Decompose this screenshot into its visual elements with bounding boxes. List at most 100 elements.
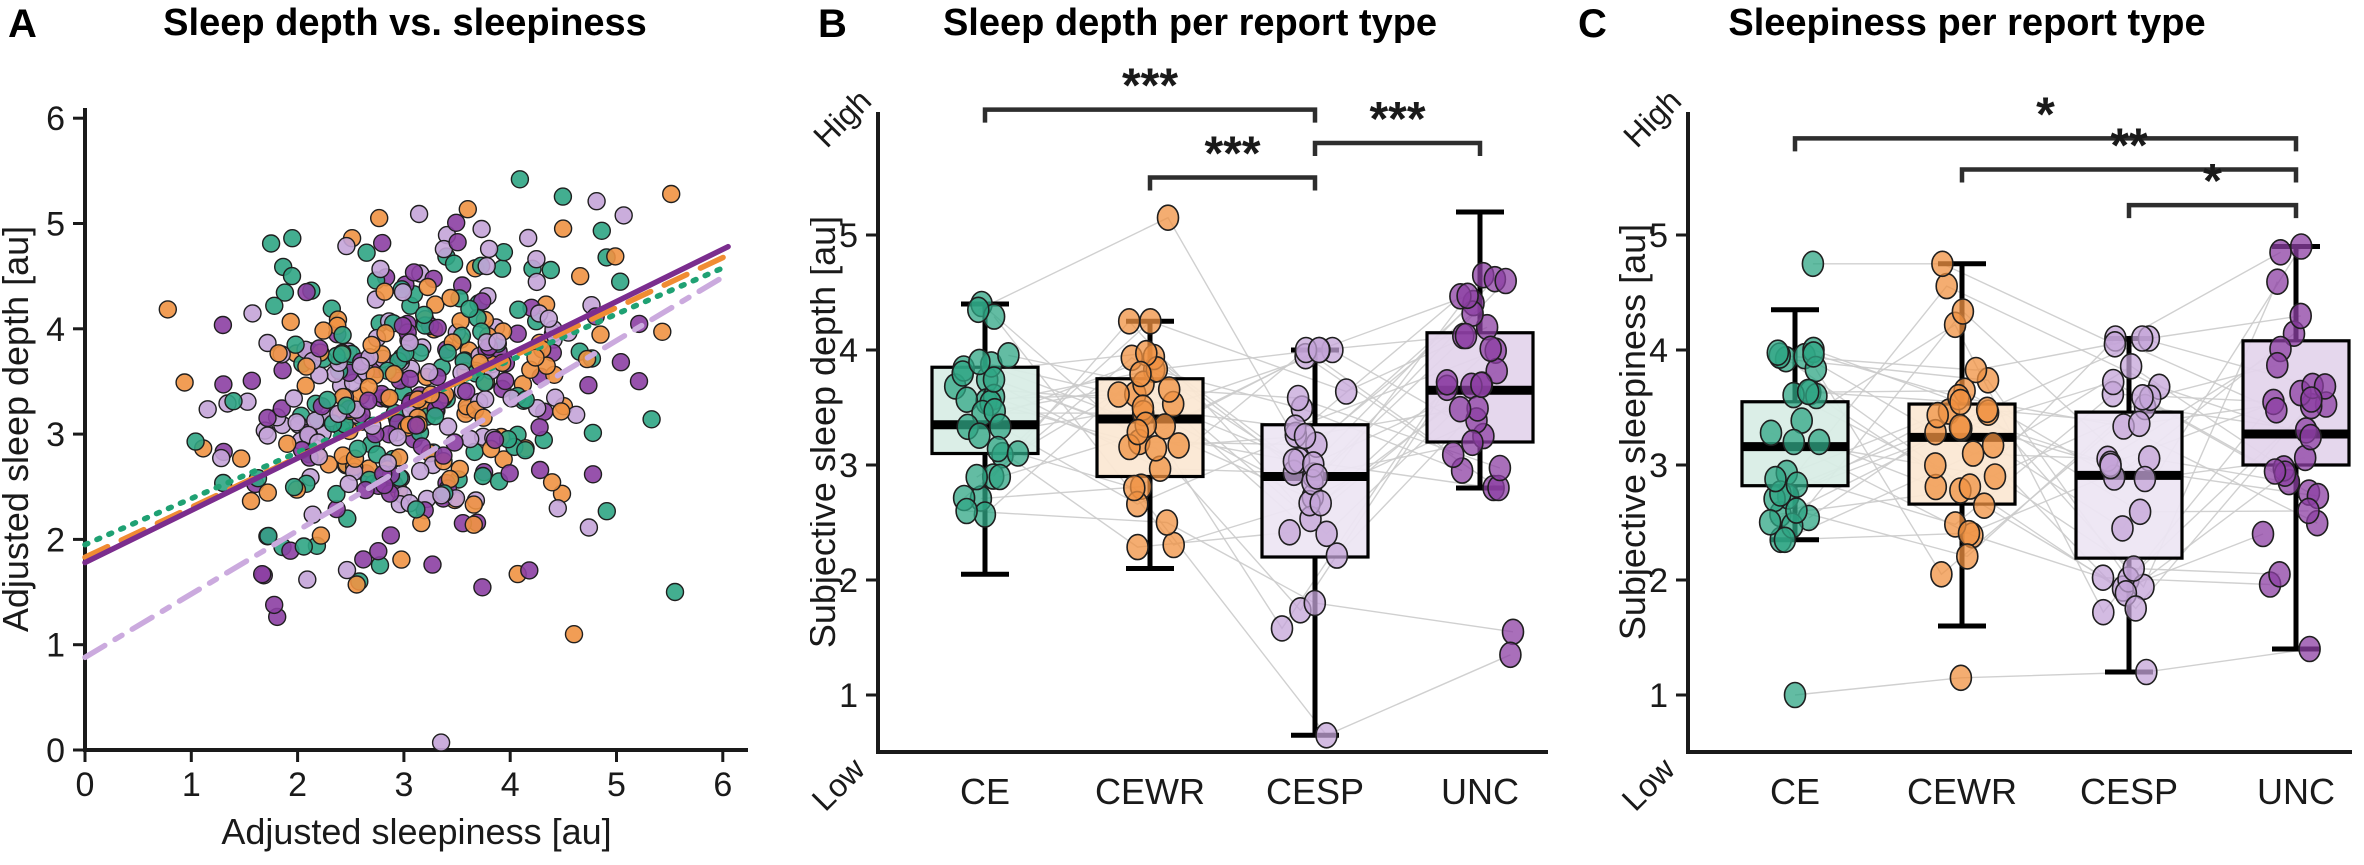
data-point: [2091, 598, 2115, 626]
panel-c-letter: C: [1578, 2, 1607, 46]
scatter-point: [281, 312, 300, 332]
sig-label: **: [2110, 119, 2148, 172]
data-point: [988, 463, 1012, 491]
sig-bracket: [1959, 167, 2299, 183]
panel-a-title: Sleep depth vs. sleepiness: [163, 2, 647, 44]
subject-line: [993, 278, 1496, 466]
data-point: [1488, 454, 1512, 482]
scatter-point: [629, 372, 649, 391]
data-point: [2099, 452, 2122, 480]
y-tick-label: 4: [839, 332, 858, 370]
sig-label: *: [2036, 88, 2055, 141]
data-point: [2103, 330, 2127, 358]
data-point: [1334, 378, 1358, 405]
scatter-point: [393, 282, 413, 302]
x-tick-label: 1: [182, 766, 201, 804]
subject-line: [1818, 365, 2285, 488]
scatter-point: [287, 413, 306, 432]
data-point: [1801, 250, 1825, 278]
subject-lines: [955, 216, 1514, 737]
scatter-point: [297, 282, 316, 302]
scatter-point: [477, 256, 496, 276]
scatter-point: [388, 428, 407, 447]
high-label: High: [1616, 82, 1688, 154]
data-point: [1766, 339, 1790, 367]
subject-line: [977, 216, 1507, 478]
data-point: [1773, 526, 1797, 554]
scatter-point: [587, 191, 606, 211]
subject-line: [1779, 285, 2311, 494]
trend-lines: [82, 243, 731, 661]
data-point: [1006, 440, 1030, 467]
scatter-point: [404, 263, 424, 282]
panel-c-header: C Sleepiness per report type: [1570, 0, 2364, 52]
scatter-point: [373, 233, 392, 253]
data-point: [1926, 401, 1950, 429]
category-label-cewr: CEWR: [1095, 771, 1205, 812]
scatter-point: [597, 502, 616, 521]
scatter-point: [337, 396, 356, 415]
y-axis-label: Subjective sleepiness [au]: [1612, 224, 1653, 640]
scatter-point: [407, 416, 426, 435]
scatter-point: [457, 382, 476, 401]
scatter-point: [516, 441, 535, 460]
scatter-point: [428, 318, 447, 338]
scatter-point: [530, 460, 550, 480]
data-point: [2297, 497, 2320, 525]
x-tick-label: 3: [394, 766, 413, 804]
scatter-point: [310, 339, 329, 358]
scatter-point: [448, 232, 467, 252]
scatter-point: [362, 335, 381, 355]
subject-line: [1785, 358, 2312, 581]
scatter-point: [510, 170, 530, 189]
data-point: [1955, 543, 1979, 570]
data-point: [1764, 465, 1787, 493]
subject-line: [981, 302, 1474, 446]
scatter-point: [438, 417, 458, 436]
scatter-point: [614, 206, 633, 225]
scatter-point: [332, 345, 352, 364]
sig-bracket: [1792, 136, 2299, 152]
data-point: [2300, 386, 2323, 413]
scatter-point: [259, 526, 278, 546]
low-label: Low: [810, 750, 872, 818]
data-point: [968, 422, 991, 450]
y-tick-label: 6: [46, 100, 65, 138]
scatter-point: [298, 570, 317, 589]
subject-line: [979, 350, 1496, 437]
scatter-point: [381, 526, 400, 545]
scatter-point: [527, 272, 546, 292]
scatter-point: [269, 344, 288, 363]
scatter-point: [370, 208, 389, 228]
scatter-point: [564, 625, 584, 644]
scatter-point: [393, 316, 413, 335]
x-tick-label: 6: [713, 766, 732, 804]
category-label-ce: CE: [960, 771, 1010, 812]
scatter-point: [460, 299, 479, 319]
scatter-point: [591, 325, 610, 344]
scatter-point: [286, 335, 305, 354]
scatter-point: [438, 343, 457, 363]
data-point: [1494, 267, 1518, 295]
panel-a-plot: 0 1 2 3 4 5 6 0 1 2 3 4 5 6 Adjusted sleepiness [au] Ad…: [0, 100, 748, 852]
data-point: [1454, 322, 1478, 350]
scatter-point: [420, 363, 439, 382]
data-point: [1782, 428, 1806, 456]
data-point: [1315, 520, 1338, 548]
scatter-point: [583, 423, 603, 443]
data-point: [955, 497, 978, 525]
data-point: [1435, 368, 1459, 396]
data-point: [1456, 282, 1479, 310]
scatter-point: [158, 300, 178, 319]
scatter-point: [464, 495, 483, 514]
scatter-point: [571, 266, 590, 286]
data-point: [986, 435, 1010, 463]
panel-a-letter: A: [8, 2, 37, 46]
subject-line: [1769, 385, 2326, 610]
data-point: [1930, 560, 1953, 588]
low-label: Low: [1615, 750, 1683, 818]
scatter-point: [258, 426, 277, 445]
data-point: [1157, 376, 1181, 403]
panel-b-header: B Sleep depth per report type: [810, 0, 1570, 52]
data-point: [2119, 352, 2143, 380]
